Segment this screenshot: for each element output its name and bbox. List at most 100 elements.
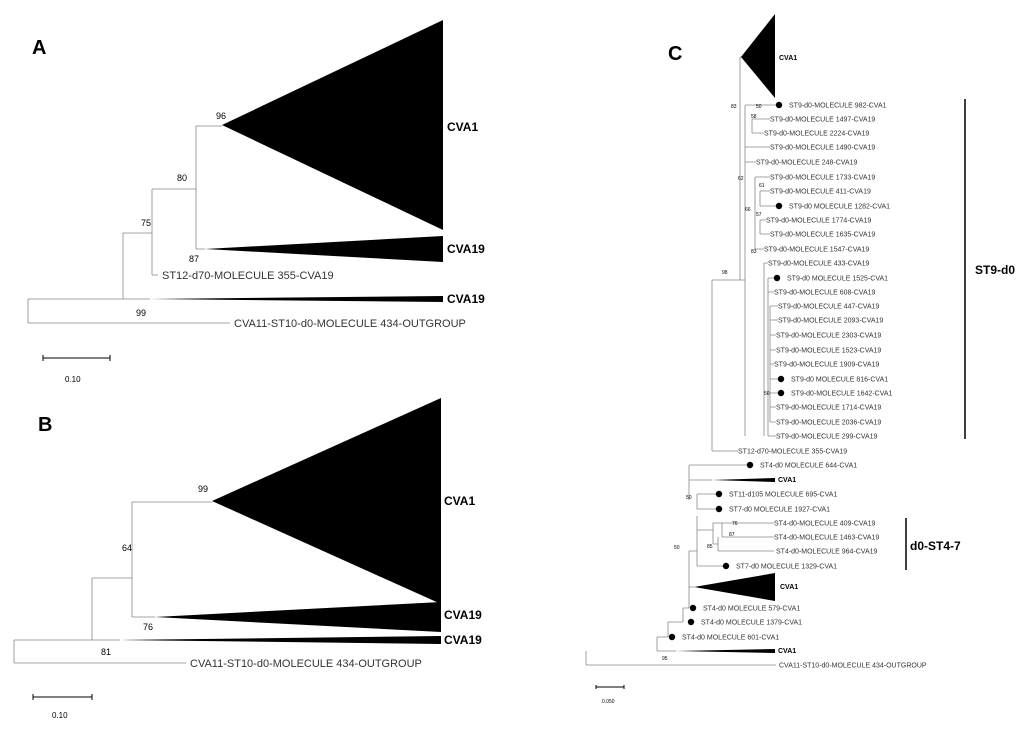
panel-c-leaf-label: ST4-d0 MOLECULE 579-CVA1 [703,606,800,613]
panel-b-clade-cva1 [212,398,441,604]
panel-c-leaf-labels: ST9-d0-MOLECULE 982-CVA1 ST9-d0-MOLECULE … [682,103,927,670]
panel-c-bootstrap: 50 [764,391,770,397]
panel-c-clade-cva1-bottom [676,649,775,653]
panel-c-leaf-label: ST4-d0 MOLECULE 1379-CVA1 [701,620,802,627]
panel-c-membership-dot [668,633,676,641]
panel-a-bootstrap: 75 [141,218,151,228]
panel-c-leaf-label: ST4-d0-MOLECULE 964-CVA19 [776,549,878,556]
panel-c-clade-label: CVA1 [778,477,796,484]
panel-a-letter: A [32,37,46,59]
panel-c-bootstrap: 50 [756,104,762,110]
panel-b-bootstrap: 76 [143,622,153,632]
panel-a-clade-cva19-b [150,296,443,302]
panel-c-membership-dot [775,202,783,210]
panel-c-membership-dot [715,490,723,498]
panel-c-leaf-label: ST9-d0-MOLECULE 2093-CVA19 [778,318,883,325]
panel-a-branches [27,125,230,324]
panel-c-leaf-label: ST9-d0 MOLECULE 1282-CVA1 [789,204,890,211]
panel-c-leaf-label: ST9-d0-MOLECULE 1490-CVA19 [770,145,875,152]
panel-c-scale-bar [595,685,625,689]
panel-c-clade-label: CVA1 [780,584,798,591]
panel-c-bracket-label: ST9-d0 [975,263,1015,277]
panel-c-leaf-label: ST9-d0-MOLECULE 982-CVA1 [789,103,887,110]
panel-c-leaf-label: ST7-d0 MOLECULE 1927-CVA1 [729,507,830,514]
panel-c-leaf-label: CVA11-ST10-d0-MOLECULE 434-OUTGROUP [779,663,927,670]
panel-c-membership-dot [777,375,785,383]
panel-a-bootstrap: 99 [136,308,146,318]
panel-a: A 96 80 75 87 99 CVA1 CVA19 CVA19 ST12-d… [27,20,485,384]
panel-c-leaf-label: ST9-d0-MOLECULE 1497-CVA19 [770,117,875,124]
panel-c-membership-dot [722,562,730,570]
panel-c-leaf-label: ST12-d70-MOLECULE 355-CVA19 [738,449,847,456]
panel-a-scale-bar [42,355,111,361]
panel-c-clade-label: CVA1 [779,55,797,62]
panel-b: B 99 64 76 81 CVA1 CVA19 CVA19 CVA11-ST1… [13,398,482,720]
panel-c-bootstrap: 58 [751,114,757,120]
panel-c-membership-dot [775,101,783,109]
panel-c-leaf-label: ST9-d0-MOLECULE 1909-CVA19 [774,362,879,369]
panel-c-clade-top-cva1 [741,14,775,98]
panel-c-dots [668,101,785,641]
panel-c-membership-dot [773,274,781,282]
panel-a-clade-cva19-a [205,236,443,262]
panel-c-membership-dot [777,389,785,397]
panel-c-clade-cva1-triangle [694,573,775,601]
panel-b-clade-cva19-b [120,636,441,644]
panel-b-bootstrap: 99 [198,484,208,494]
panel-c-leaf-label: ST9-d0-MOLECULE 447-CVA19 [778,304,880,311]
panel-c-bootstrap: 50 [686,495,692,501]
panel-c-leaf-label: ST9-d0-MOLECULE 2224-CVA19 [764,131,869,138]
panel-c-leaf-label: ST9-d0-MOLECULE 1642-CVA1 [791,391,893,398]
panel-b-bootstrap: 81 [101,647,111,657]
panel-c-scale-label: 0.050 [602,699,615,705]
panel-c-bootstrap: 57 [756,212,762,218]
panel-c-bootstrap: 87 [729,532,735,538]
panel-c-leaf-label: ST9-d0-MOLECULE 608-CVA19 [774,290,876,297]
panel-c-bootstrap: 61 [759,183,765,189]
panel-c-leaf-label: ST9-d0-MOLECULE 433-CVA19 [768,261,870,268]
panel-c-leaf-label: ST9-d0-MOLECULE 2303-CVA19 [776,333,881,340]
panel-c-leaf-label: ST9-d0-MOLECULE 1635-CVA19 [770,232,875,239]
panel-c-bootstrap: 66 [745,207,751,213]
panel-a-bootstrap: 96 [216,111,226,121]
panel-b-clade-label: CVA19 [444,608,482,622]
panel-c-leaf-label: ST11-d105 MOLECULE 695-CVA1 [729,492,837,499]
panel-c-membership-dot [715,505,723,513]
panel-a-leaf-label: CVA11-ST10-d0-MOLECULE 434-OUTGROUP [234,318,466,330]
panel-c-leaf-label: ST9-d0-MOLECULE 2036-CVA19 [776,420,881,427]
panel-b-letter: B [38,414,52,436]
panel-c-clade-label: CVA1 [778,648,796,655]
panel-c-clade-cva1-mid [712,478,775,482]
panel-c-leaf-label: ST9-d0-MOLECULE 411-CVA19 [770,189,871,196]
panel-a-scale-label: 0.10 [65,375,81,384]
panel-c-leaf-label: ST9-d0-MOLECULE 1714-CVA19 [776,405,881,412]
panel-c-leaf-label: ST4-d0-MOLECULE 1463-CVA19 [774,535,879,542]
panel-c-leaf-label: ST9-d0-MOLECULE 1733-CVA19 [770,175,875,182]
panel-a-clade-cva1 [222,20,443,230]
panel-c-bootstrap: 83 [751,249,757,255]
panel-c-bootstrap: 62 [738,176,744,182]
panel-c-leaf-label: ST9-d0-MOLECULE 1547-CVA19 [764,247,869,254]
panel-b-scale-label: 0.10 [52,711,68,720]
panel-a-clade-label: CVA19 [447,242,485,256]
panel-c-bootstrap: 85 [707,544,713,550]
panel-a-clade-label: CVA1 [447,120,478,134]
panel-a-bootstrap: 87 [189,254,199,264]
panel-c-leaf-label: ST9-d0-MOLECULE 1774-CVA19 [766,218,871,225]
panel-b-leaf-label: CVA11-ST10-d0-MOLECULE 434-OUTGROUP [190,658,422,670]
panel-c-leaf-label: ST7-d0 MOLECULE 1329-CVA1 [736,564,837,571]
panel-c-leaf-label: ST9-d0 MOLECULE 816-CVA1 [791,377,888,384]
panel-a-bootstrap: 80 [177,173,187,183]
panel-c-membership-dot [746,461,754,469]
panel-b-bootstrap: 64 [122,543,132,553]
panel-c-membership-dot [689,604,697,612]
panel-c-leaf-label: ST4-d0 MOLECULE 644-CVA1 [760,463,857,470]
panel-c-leaf-label: ST4-d0 MOLECULE 601-CVA1 [682,635,779,642]
panel-c-bootstrap: 83 [731,104,737,110]
panel-c-bootstrap: 76 [732,521,738,527]
panel-c-branch-paths [585,56,781,666]
panel-c-leaf-label: ST9-d0-MOLECULE 299-CVA19 [776,434,878,441]
panel-c-bootstrap: 98 [722,270,728,276]
panel-a-clade-label: CVA19 [447,292,485,306]
